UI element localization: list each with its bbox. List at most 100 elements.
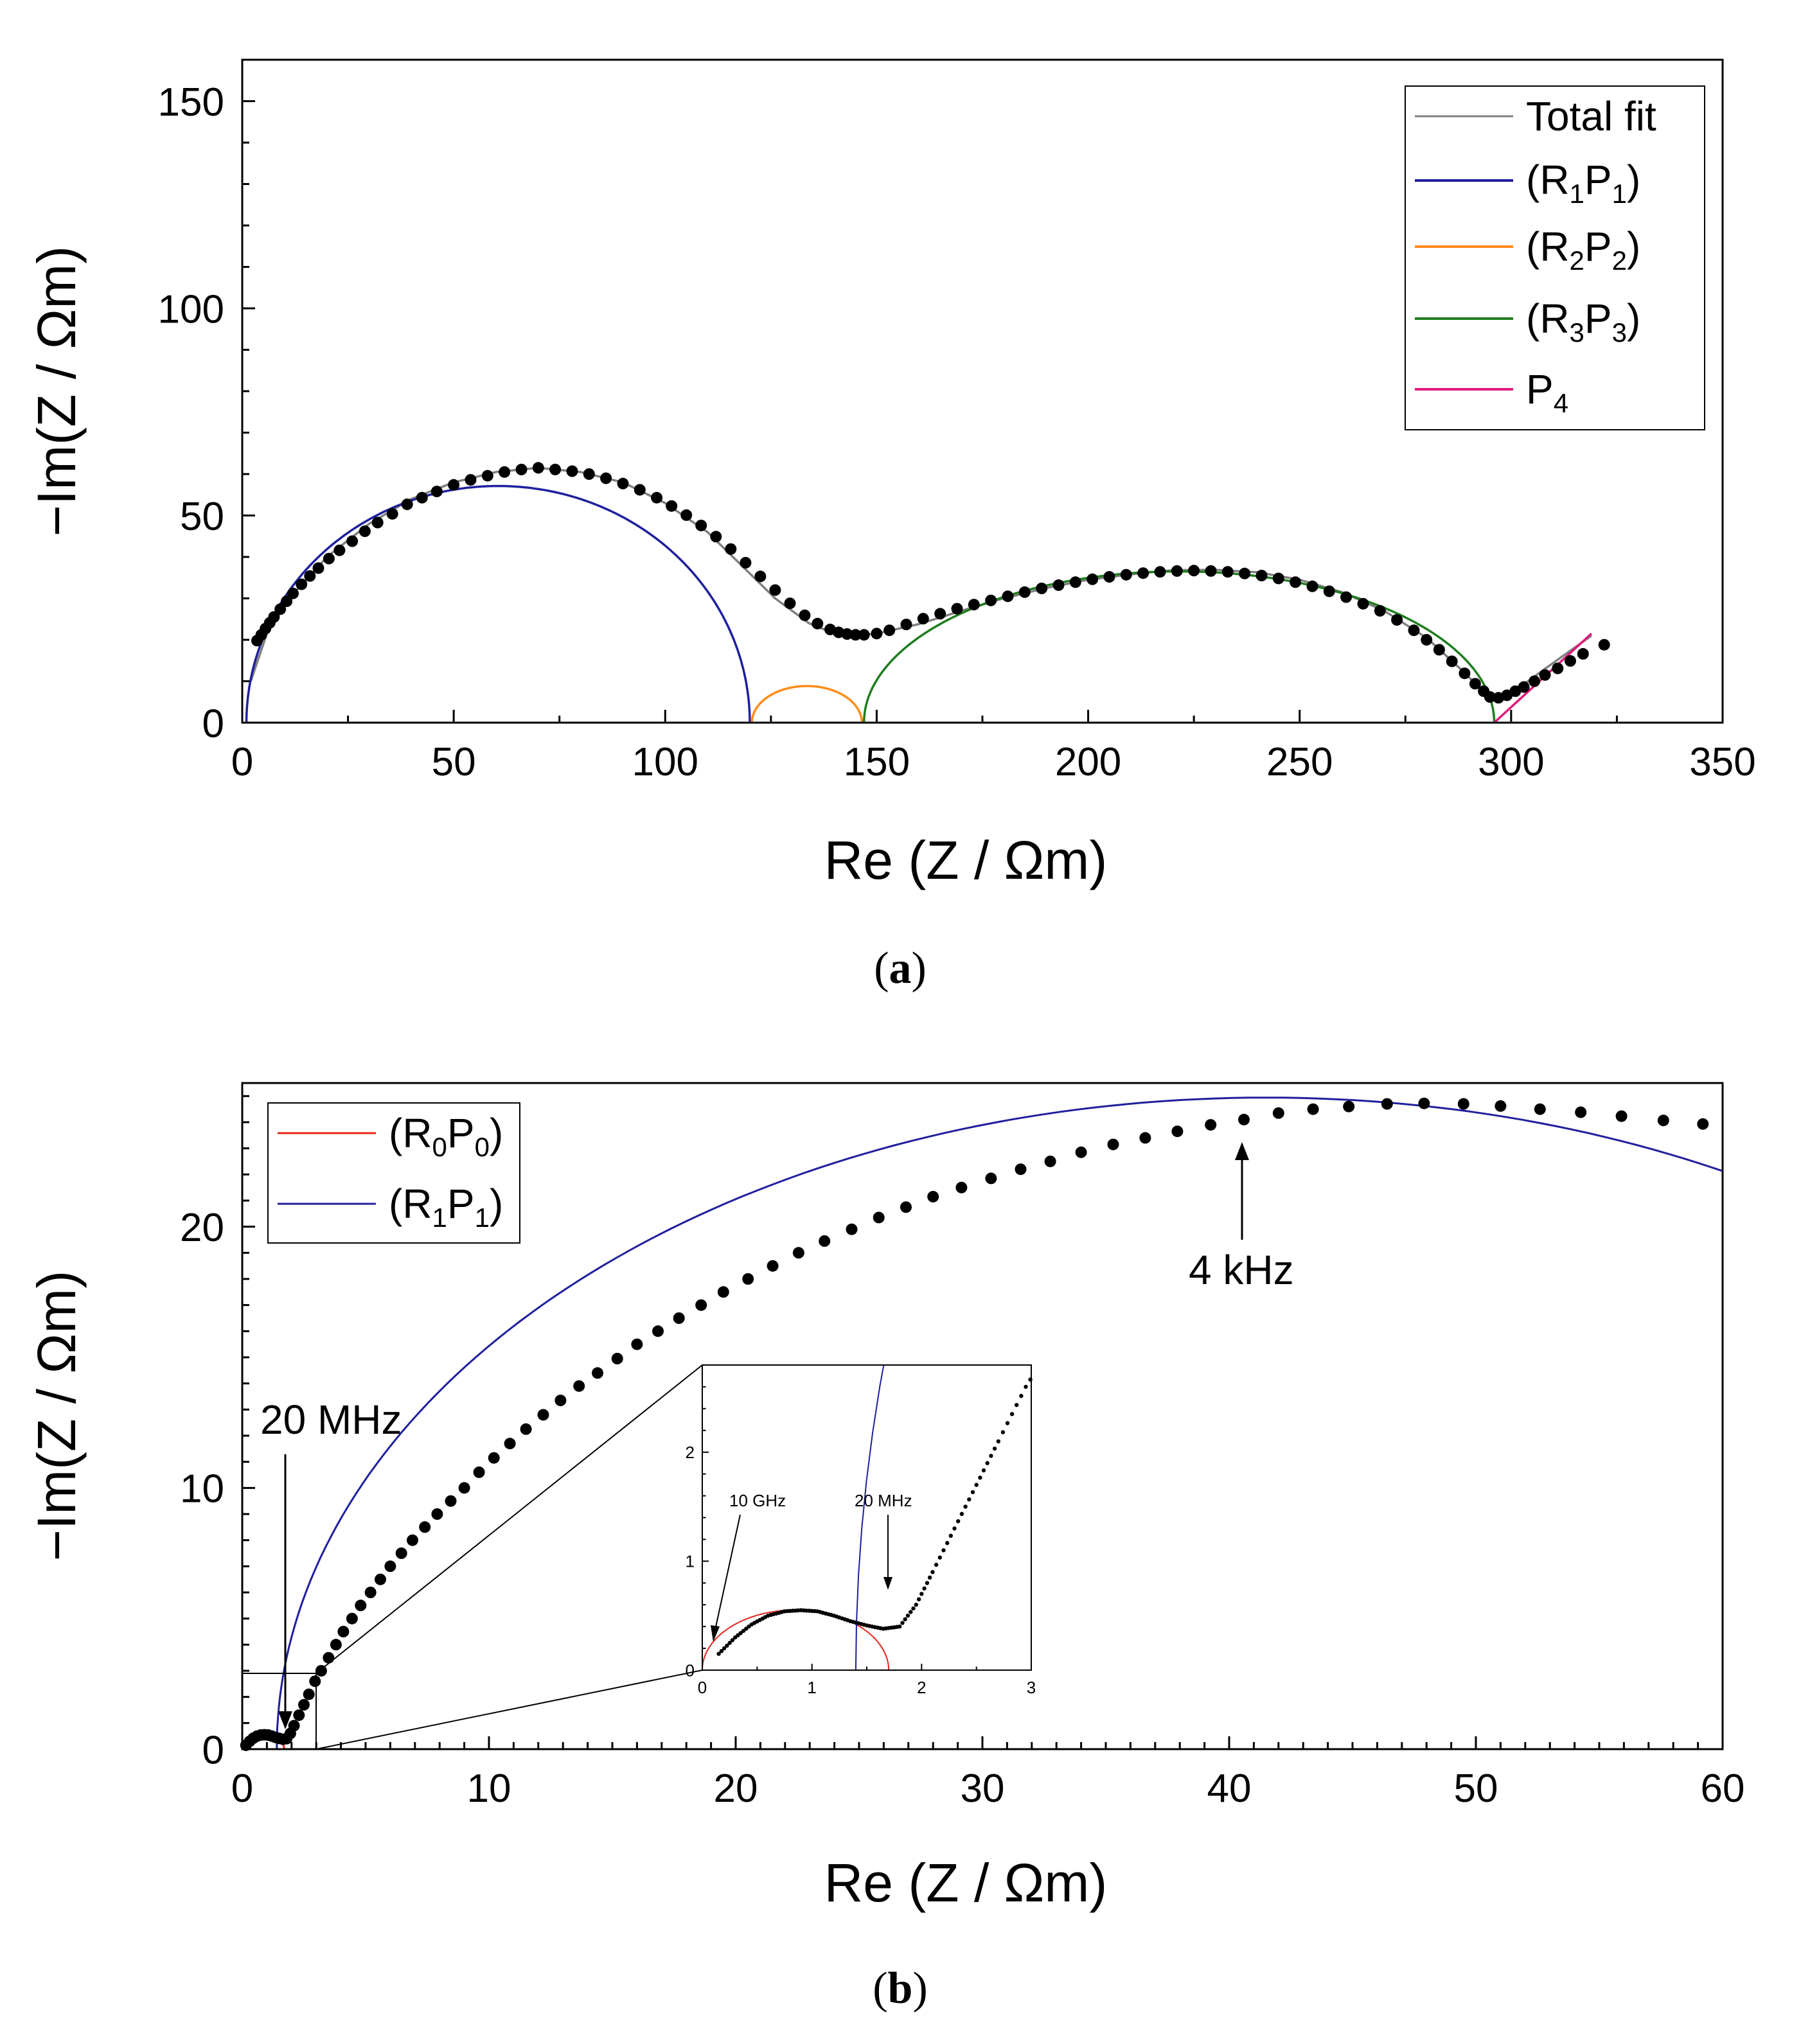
legend-r0p0-part: ) [490,1110,503,1156]
panel-a-data-point [1087,573,1099,585]
caption-letter-a: a [889,944,912,993]
inset-data-point [952,1526,957,1531]
inset-data-point [934,1562,939,1567]
panel-a-data-point [296,578,308,590]
legend-r0p0-subscript: 0 [475,1132,490,1162]
panel-b-y-tick-label: 20 [180,1206,224,1250]
panel-a-data-point [1205,565,1217,577]
panel-b-data-point [293,1709,305,1722]
inset-data-point [719,1649,724,1653]
panel-a-data-point [1137,567,1149,579]
panel-a-data-point [900,619,912,631]
legend-r2p2-subscript: 2 [1612,245,1627,276]
panel-b-data-point [673,1312,685,1324]
inset-data-point [992,1446,997,1451]
panel-a-data-point [371,516,384,529]
panel-a-data-point [1565,655,1576,667]
inset-data-point [738,1631,743,1635]
panel-a-data-point [1290,576,1302,588]
zoom-connector-upper [315,1364,703,1674]
arrowhead-4khz [1235,1142,1249,1160]
panel-a-data-point [1446,655,1458,667]
legend-r0p0-part: (R [389,1110,432,1156]
panel-a-data-point [917,613,929,625]
legend-r1p1-subscript: 1 [1612,179,1627,209]
panel-a-data-point [841,628,853,640]
panel-b-data-point [288,1720,300,1732]
inset-data-point [948,1533,954,1538]
panel-b-data-point [1171,1125,1184,1138]
panel-a-data-point [1391,614,1403,626]
panel-b-data-point [537,1409,549,1421]
panel-b-data-point [315,1665,327,1677]
panel-b-data-point [819,1235,831,1247]
inset-y-tick-label: 2 [686,1443,695,1462]
inset-data-point [919,1592,924,1596]
inset-arrow-10ghz [714,1514,741,1634]
panel-b-data-point [1381,1098,1393,1110]
panel-b-x-tick-label: 40 [1207,1766,1252,1811]
inset-data-point [727,1641,732,1645]
panel-b-data-point [520,1423,532,1435]
panel-a-data-point [1340,591,1353,603]
arrowhead-20mhz [278,1711,292,1729]
panel-b-data-point [1139,1132,1151,1144]
panel-a-data-point [1120,568,1132,581]
panel-a-data-point [1154,566,1166,578]
panel-a-data-point [1357,597,1369,610]
panel-a-data-point [1433,644,1445,656]
legend-r0p0-part: P [447,1110,475,1156]
inset-data-point [916,1597,921,1601]
panel-a-data-point [710,531,722,543]
panel-a-data-point [951,603,963,615]
panel-a-data-point [1539,669,1551,681]
caption-paren: ( [874,944,889,993]
legend-p4-part: P [1526,366,1554,412]
panel-a-data-point [274,603,287,615]
legend-r3p3-part: ) [1627,295,1640,342]
panel-a-x-tick-label: 100 [632,740,698,784]
legend-label-p4: P4 [1526,366,1568,418]
legend-label-r3p3: (R3P3) [1526,295,1640,348]
panel-a-y-tick-label: 50 [180,495,224,539]
panel-a-data-point [695,520,707,531]
legend-label-r0p0: (R0P0) [389,1110,503,1162]
panel-b-data-point [554,1395,567,1407]
panel-a-caption: (a) [874,944,927,993]
caption-paren: ) [912,944,927,993]
inset-arrowhead-20mhz [883,1577,892,1590]
panel-a-series-r2p2-line [750,685,864,723]
panel-b-data-point [395,1547,407,1559]
inset-data-point [930,1570,935,1574]
panel-a-data-point [515,463,528,475]
panel-b-inset: 0 1 2 3 0 1 2 10 GHz 20 MHz [686,1364,1036,1697]
inset-data-point [898,1624,902,1629]
inset-data-point [914,1603,919,1607]
panel-a-data-point [499,466,511,478]
panel-b-data-point [742,1273,754,1285]
inset-y-tick-label: 1 [686,1552,695,1571]
panel-a-data-point [304,570,316,582]
inset-data-point [945,1540,950,1546]
legend-r2p2-part: P [1584,224,1612,270]
panel-b-data-point [1044,1156,1056,1167]
panel-a-legend: Total fit (R1P1) (R2P2) (R3P3) P4 [1405,85,1705,430]
panel-b-data-point [1697,1118,1709,1130]
panel-b-data-point [1575,1106,1587,1118]
panel-a-series-total-fit-line [249,466,1592,701]
legend-r1p1-part: P [1584,157,1612,203]
panel-b-data-point [1272,1107,1284,1119]
panel-a-data-point [769,584,781,596]
panel-b-data-point [1343,1100,1355,1113]
inset-y-tick-label: 0 [686,1661,695,1680]
legend-p4-subscript: 4 [1554,388,1568,418]
panel-a-x-tick-label: 250 [1266,740,1333,784]
panel-b-data-point [431,1508,443,1520]
panel-a-data-point [1036,583,1048,594]
inset-data-point [716,1652,721,1656]
panel-b-data-point [873,1211,885,1224]
legend-b-r1p1-part: P [447,1181,475,1227]
panel-a-data-point [871,628,883,640]
panel-a-data-point [1018,586,1031,598]
panel-a-data-point [1306,580,1318,592]
